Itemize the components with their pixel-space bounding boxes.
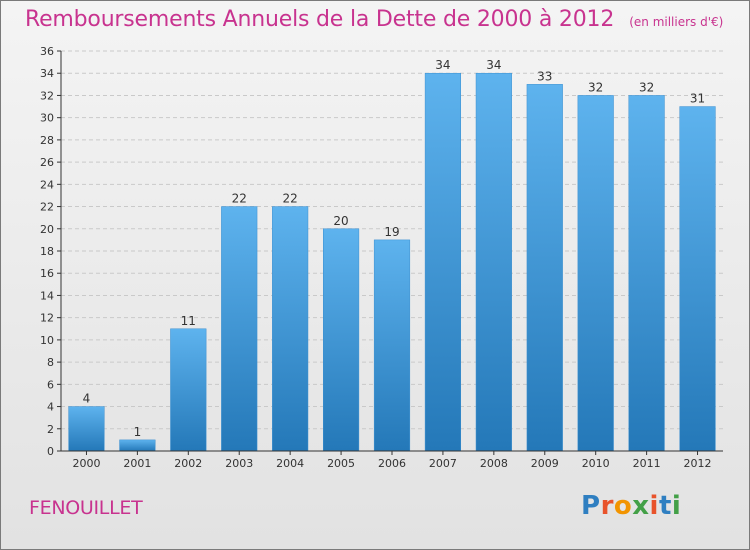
x-tick-label: 2005: [327, 457, 355, 470]
y-tick-label: 28: [40, 134, 54, 147]
x-tick-label: 2000: [72, 457, 100, 470]
y-tick-label: 2: [47, 423, 54, 436]
bar: [119, 439, 156, 452]
y-tick-label: 12: [40, 312, 54, 325]
y-tick-label: 4: [47, 401, 54, 414]
bar: [526, 84, 563, 452]
bar-value-label: 34: [435, 58, 450, 72]
bar-value-label: 11: [181, 314, 196, 328]
bar-value-label: 20: [333, 214, 348, 228]
logo-letter: i: [649, 491, 659, 521]
y-tick-label: 32: [40, 89, 54, 102]
x-tick-label: 2010: [582, 457, 610, 470]
bar: [68, 406, 105, 452]
y-tick-label: 20: [40, 223, 54, 236]
logo-letter: x: [632, 491, 650, 521]
bar-value-label: 22: [283, 192, 298, 206]
bar-value-label: 32: [588, 80, 603, 94]
bar: [170, 328, 207, 452]
logo-letter: i: [671, 491, 682, 521]
bar: [577, 95, 614, 452]
bar: [628, 95, 665, 452]
bar: [373, 239, 411, 452]
bar: [424, 72, 461, 452]
logo-letter: t: [658, 491, 672, 521]
x-tick-label: 2008: [480, 457, 508, 470]
logo-letter: r: [600, 491, 614, 521]
x-tick-label: 2012: [684, 457, 712, 470]
bar: [221, 206, 258, 452]
bar-value-label: 1: [134, 425, 142, 439]
y-tick-label: 24: [40, 178, 54, 191]
bar-value-label: 22: [232, 192, 247, 206]
x-tick-label: 2009: [531, 457, 559, 470]
bar-value-label: 32: [639, 80, 654, 94]
y-tick-label: 6: [47, 378, 54, 391]
bar-value-label: 4: [83, 392, 91, 406]
bar-value-label: 19: [384, 225, 399, 239]
x-tick-label: 2007: [429, 457, 457, 470]
y-tick-label: 10: [40, 334, 54, 347]
chart-subtitle: (en milliers d'€): [629, 15, 724, 29]
y-tick-label: 16: [40, 267, 54, 280]
chart-title: Remboursements Annuels de la Dette de 20…: [25, 7, 615, 32]
y-tick-label: 8: [47, 356, 54, 369]
y-tick-label: 14: [40, 289, 54, 302]
x-tick-label: 2001: [123, 457, 151, 470]
x-tick-label: 2006: [378, 457, 406, 470]
y-tick-label: 18: [40, 245, 54, 258]
logo-letter: P: [581, 491, 601, 521]
bar-value-label: 31: [690, 92, 705, 106]
x-tick-label: 2011: [633, 457, 661, 470]
logo-letter: o: [613, 491, 633, 521]
bar-value-label: 33: [537, 69, 552, 83]
bar: [679, 106, 716, 452]
title-row: Remboursements Annuels de la Dette de 20…: [25, 7, 723, 32]
bar: [475, 72, 512, 452]
y-tick-label: 22: [40, 201, 54, 214]
bar: [323, 228, 360, 452]
y-tick-label: 30: [40, 112, 54, 125]
commune-name: FENOUILLET: [29, 497, 143, 519]
y-tick-label: 0: [47, 445, 54, 458]
x-tick-label: 2002: [174, 457, 202, 470]
proxiti-logo[interactable]: Proxiti: [581, 491, 681, 521]
y-tick-label: 34: [40, 67, 54, 80]
bar: [272, 206, 309, 452]
y-tick-label: 36: [40, 45, 54, 58]
y-tick-label: 26: [40, 156, 54, 169]
bar-value-label: 34: [486, 58, 501, 72]
x-tick-label: 2003: [225, 457, 253, 470]
x-tick-label: 2004: [276, 457, 304, 470]
